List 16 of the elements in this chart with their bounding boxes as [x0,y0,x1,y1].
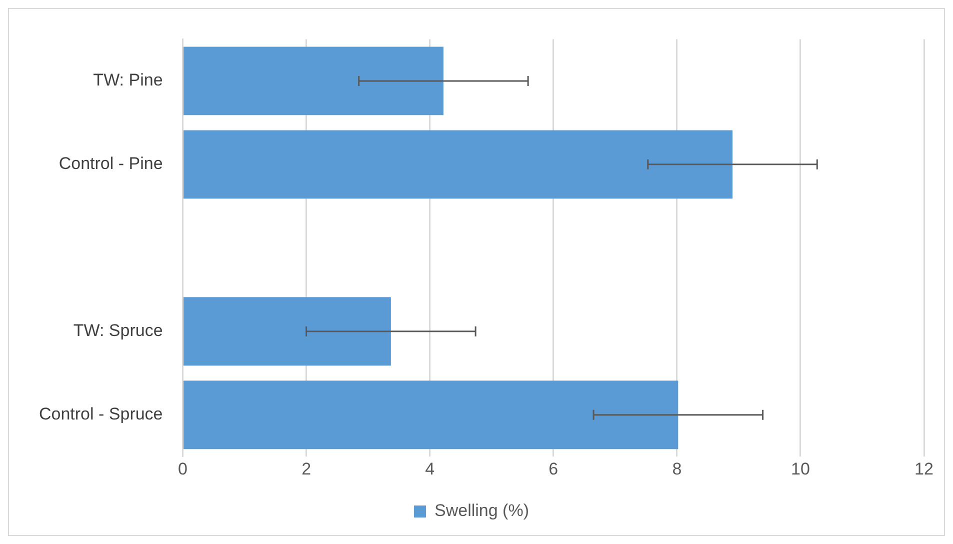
x-tick-label: 0 [178,459,188,478]
x-tick-label: 4 [425,459,435,478]
x-tick-label: 12 [914,459,934,478]
y-tick-label: TW: Pine [93,70,163,90]
bar [184,130,733,199]
x-tick-label: 8 [672,459,682,478]
y-tick-label: Control - Spruce [38,404,163,424]
bar [184,46,444,116]
x-tick-label: 6 [548,459,558,478]
y-tick-label: TW: Spruce [73,321,163,340]
bar [184,297,391,366]
bar [184,380,678,450]
x-tick-label: 10 [791,459,810,478]
legend-label: Swelling (%) [434,501,529,520]
x-tick-label: 2 [302,459,312,478]
y-tick-label: Control - Pine [58,154,163,174]
